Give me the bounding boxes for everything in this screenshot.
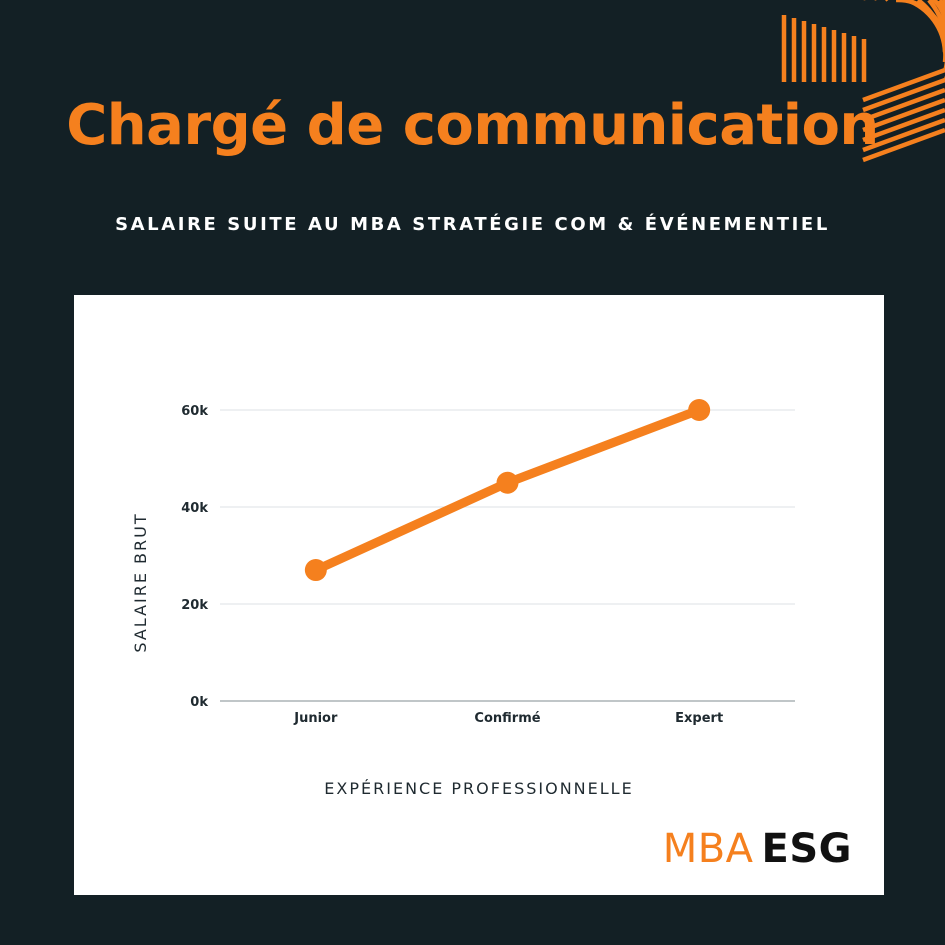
mba-esg-logo: MBA ESG bbox=[663, 829, 852, 869]
stripe-arc bbox=[938, 0, 945, 82]
y-tick-label: 40k bbox=[181, 501, 208, 516]
y-axis-label: SALAIRE BRUT bbox=[131, 512, 150, 652]
x-axis-label: EXPÉRIENCE PROFESSIONNELLE bbox=[324, 779, 633, 798]
x-tick-label: Junior bbox=[293, 711, 338, 726]
stripe-line bbox=[862, 67, 945, 103]
data-point bbox=[304, 559, 327, 582]
page-subtitle: SALAIRE SUITE AU MBA STRATÉGIE COM & ÉVÉ… bbox=[115, 214, 830, 235]
stripe-line bbox=[862, 107, 945, 143]
data-point bbox=[496, 471, 519, 494]
stripe-line bbox=[862, 127, 945, 163]
logo-mba: MBA bbox=[662, 826, 754, 872]
stripe-line bbox=[862, 117, 945, 153]
logo-esg: ESG bbox=[761, 826, 852, 872]
y-tick-label: 20k bbox=[181, 598, 208, 613]
y-tick-label: 0k bbox=[190, 695, 208, 710]
x-tick-label: Expert bbox=[675, 711, 723, 726]
salary-line-chart: 0k 20k 40k 60k Junior Confirmé Expert SALAIRE B… bbox=[131, 399, 795, 798]
stripe-arc bbox=[927, 0, 945, 72]
stripe-arc bbox=[916, 0, 945, 63]
grid bbox=[220, 409, 795, 702]
y-tick-label: 60k bbox=[181, 404, 208, 419]
stripe-line bbox=[862, 77, 945, 113]
chart-card: 0k 20k 40k 60k Junior Confirmé Expert SALAIRE B… bbox=[74, 295, 884, 895]
stripe-line bbox=[862, 87, 945, 123]
corner-pattern bbox=[781, 0, 945, 163]
stripe-line bbox=[862, 97, 945, 133]
page-title: Chargé de communication bbox=[66, 93, 879, 158]
x-tick-label: Confirmé bbox=[474, 711, 540, 726]
data-point bbox=[688, 399, 711, 421]
